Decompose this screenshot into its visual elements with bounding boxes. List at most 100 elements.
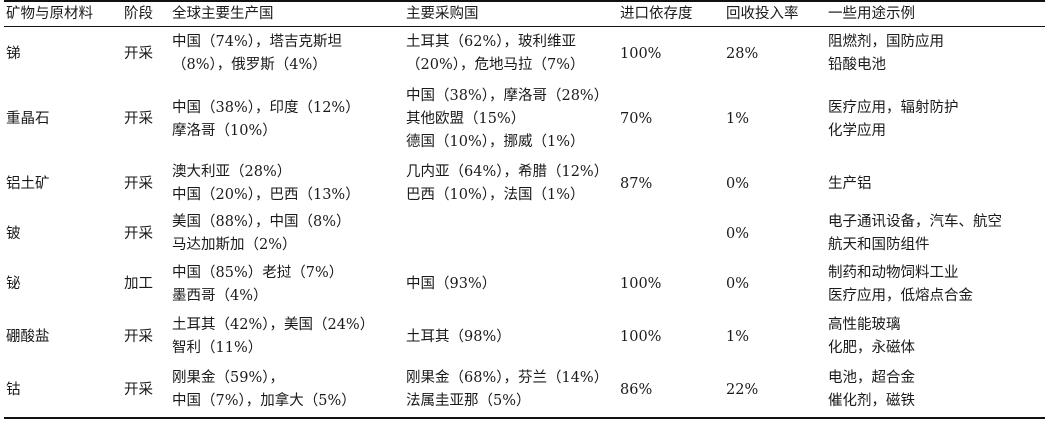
cell-mineral: 重晶石 — [6, 111, 50, 127]
cell-recycling-rate: 1% — [726, 328, 750, 345]
cell-producers: 澳大利亚（28%） 中国（20%），巴西（13%） — [170, 158, 404, 210]
cell-uses: 电子通讯设备，汽车、航空 航天和国防组件 — [826, 210, 1045, 258]
cell-producers-line: （8%），俄罗斯（4%） — [172, 57, 327, 73]
cell-mineral: 硼酸盐 — [6, 328, 50, 345]
cell-uses: 电池，超合金 催化剂，磁铁 — [826, 363, 1045, 418]
cell-producers-line: 美国（88%），中国（8%） — [172, 214, 351, 230]
cell-mineral: 铝土矿 — [6, 175, 50, 192]
table-row: 硼酸盐 开采 土耳其（42%），美国（24%） 智利（11%） 土耳其（98%） 100%… — [4, 311, 1045, 363]
cell-producers: 中国（74%），塔吉克斯坦 （8%），俄罗斯（4%） — [170, 27, 404, 82]
table-row: 铍 开采 美国（88%），中国（8%） 马达加斯加（2%） 0% 电子通讯设备，汽车、航空… — [4, 210, 1045, 258]
cell-mineral: 钴 — [6, 381, 21, 398]
header-mineral: 矿物与原材料 — [6, 5, 93, 22]
cell-producers-line: 马达加斯加（2%） — [172, 237, 297, 253]
cell-producers-line: 澳大利亚（28%） — [172, 164, 292, 180]
cell-recycling-rate: 28% — [726, 45, 759, 62]
cell-import-dependence: 100% — [620, 276, 662, 292]
cell-buyers-line: 中国（38%），摩洛哥（28%） — [406, 88, 609, 104]
cell-stage: 开采 — [124, 175, 153, 192]
header-recycling-rate: 回收投入率 — [726, 5, 799, 22]
cell-uses: 生产铝 — [826, 158, 1045, 210]
cell-uses-line: 化肥，永磁体 — [828, 340, 915, 356]
cell-mineral: 铍 — [6, 225, 21, 242]
cell-import-dependence: 87% — [620, 175, 653, 192]
cell-mineral: 锑 — [6, 45, 21, 62]
cell-producers: 土耳其（42%），美国（24%） 智利（11%） — [170, 311, 404, 363]
cell-buyers-line: 巴西（10%），法国（1%） — [406, 187, 585, 203]
cell-producers: 美国（88%），中国（8%） 马达加斯加（2%） — [170, 210, 404, 258]
table-row: 铝土矿 开采 澳大利亚（28%） 中国（20%），巴西（13%） 几内亚（64%），希腊… — [4, 158, 1045, 210]
cell-uses-line: 制药和动物饲料工业 — [828, 264, 959, 281]
cell-buyers: 土耳其（62%），玻利维亚 （20%），危地马拉（7%） — [404, 27, 618, 82]
header-import-dependence: 进口依存度 — [620, 5, 693, 22]
cell-uses: 高性能玻璃 化肥，永磁体 — [826, 311, 1045, 363]
cell-buyers-line: 法属圭亚那（5%） — [406, 393, 531, 409]
cell-producers-line: 中国（38%），印度（12%） — [172, 99, 360, 116]
cell-buyers-line: 其他欧盟（15%） — [406, 111, 526, 127]
cell-buyers — [404, 210, 618, 258]
cell-uses-line: 阻燃剂，国防应用 — [828, 34, 944, 50]
table-row: 重晶石 开采 中国（38%），印度（12%） 摩洛哥（10%） 中国（38%），摩洛哥（… — [4, 81, 1045, 158]
table-row: 铋 加工 中国（85%）老挝（7%） 墨西哥（4%） 中国（93%） 100% 0% 制药和动… — [4, 258, 1045, 311]
cell-stage: 加工 — [124, 276, 153, 292]
cell-recycling-rate: 22% — [726, 381, 759, 398]
minerals-table: 矿物与原材料 阶段 全球主要生产国 主要采购国 进口依存度 回收投入率 一些用途… — [4, 0, 1045, 419]
table-header-row: 矿物与原材料 阶段 全球主要生产国 主要采购国 进口依存度 回收投入率 一些用途… — [4, 1, 1045, 27]
cell-uses: 医疗应用，辐射防护 化学应用 — [826, 81, 1045, 158]
table-row: 锑 开采 中国（74%），塔吉克斯坦 （8%），俄罗斯（4%） 土耳其（62%），玻利维… — [4, 27, 1045, 82]
cell-buyers: 中国（38%），摩洛哥（28%） 其他欧盟（15%） 德国（10%），挪威（1%） — [404, 81, 618, 158]
cell-buyers: 土耳其（98%） — [404, 311, 618, 363]
cell-uses-line: 电子通讯设备，汽车、航空 — [828, 214, 1002, 230]
cell-producers: 中国（38%），印度（12%） 摩洛哥（10%） — [170, 81, 404, 158]
cell-producers: 中国（85%）老挝（7%） 墨西哥（4%） — [170, 258, 404, 311]
cell-buyers-line: 几内亚（64%），希腊（12%） — [406, 164, 609, 180]
cell-buyers: 刚果金（68%），芬兰（14%） 法属圭亚那（5%） — [404, 363, 618, 418]
cell-producers-line: 墨西哥（4%） — [172, 287, 268, 304]
cell-uses-line: 催化剂，磁铁 — [828, 393, 915, 409]
cell-uses: 制药和动物饲料工业 医疗应用，低熔点合金 — [826, 258, 1045, 311]
cell-import-dependence: 86% — [620, 381, 653, 398]
header-uses: 一些用途示例 — [828, 5, 915, 22]
cell-buyers-line: 土耳其（98%） — [406, 328, 511, 345]
header-producers: 全球主要生产国 — [172, 5, 274, 22]
cell-producers-line: 土耳其（42%），美国（24%） — [172, 317, 375, 333]
header-buyers: 主要采购国 — [406, 5, 479, 22]
cell-uses: 阻燃剂，国防应用 铅酸电池 — [826, 27, 1045, 82]
cell-uses-line: 化学应用 — [828, 122, 886, 139]
cell-producers-line: 刚果金（59%）， — [172, 370, 284, 386]
cell-buyers: 几内亚（64%），希腊（12%） 巴西（10%），法国（1%） — [404, 158, 618, 210]
cell-import-dependence — [618, 210, 724, 258]
cell-buyers-line: 中国（93%） — [406, 276, 497, 292]
table-row: 钴 开采 刚果金（59%）， 中国（7%），加拿大（5%） 刚果金（68%），芬兰（14… — [4, 363, 1045, 418]
cell-stage: 开采 — [124, 225, 153, 242]
cell-producers-line: 中国（7%），加拿大（5%） — [172, 393, 356, 409]
cell-recycling-rate: 1% — [726, 111, 750, 127]
cell-buyers-line: （20%），危地马拉（7%） — [406, 57, 585, 73]
cell-uses-line: 航天和国防组件 — [828, 237, 930, 253]
cell-uses-line: 医疗应用，辐射防护 — [828, 99, 959, 116]
cell-producers-line: 智利（11%） — [172, 340, 263, 356]
cell-uses-line: 医疗应用，低熔点合金 — [828, 287, 973, 304]
cell-recycling-rate: 0% — [726, 225, 750, 242]
cell-import-dependence: 70% — [620, 111, 653, 127]
cell-mineral: 铋 — [6, 276, 21, 292]
cell-buyers-line: 刚果金（68%），芬兰（14%） — [406, 370, 609, 386]
cell-stage: 开采 — [124, 45, 153, 62]
cell-producers: 刚果金（59%）， 中国（7%），加拿大（5%） — [170, 363, 404, 418]
cell-producers-line: 中国（74%），塔吉克斯坦 — [172, 34, 342, 50]
cell-uses-line: 电池，超合金 — [828, 370, 915, 386]
table-body: 锑开采 中国（74%），塔吉克斯坦 （8%），俄罗斯（4%） 土耳其（62%），玻利维… — [4, 27, 1045, 418]
cell-buyers-line: 土耳其（62%），玻利维亚 — [406, 34, 576, 50]
cell-buyers-line: 德国（10%），挪威（1%） — [406, 134, 585, 150]
cell-buyers: 中国（93%） — [404, 258, 618, 311]
cell-stage: 开采 — [124, 381, 153, 398]
cell-uses-line: 生产铝 — [828, 175, 872, 192]
cell-stage: 开采 — [124, 328, 153, 345]
cell-uses-line: 铅酸电池 — [828, 57, 886, 73]
cell-import-dependence: 100% — [620, 45, 662, 62]
cell-import-dependence: 100% — [620, 328, 662, 345]
cell-recycling-rate: 0% — [726, 276, 750, 292]
header-stage: 阶段 — [124, 5, 153, 22]
cell-stage: 开采 — [124, 111, 153, 127]
